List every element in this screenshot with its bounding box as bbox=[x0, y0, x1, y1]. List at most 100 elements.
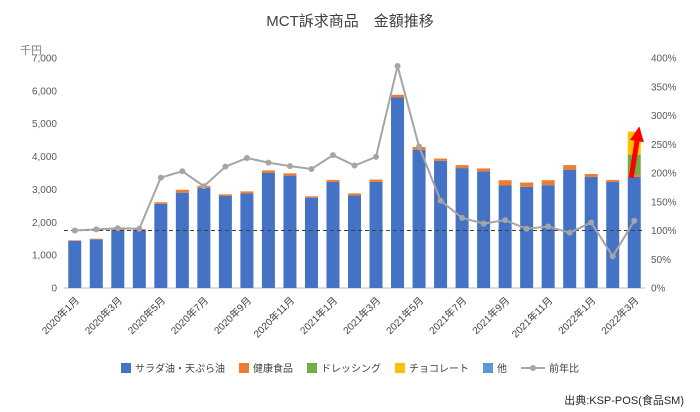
legend-item: 他 bbox=[483, 360, 507, 375]
legend-item: チョコレート bbox=[395, 360, 469, 375]
increase-arrow-annotation bbox=[628, 126, 644, 179]
yoy-marker bbox=[394, 63, 401, 70]
yoy-marker bbox=[222, 163, 229, 170]
y-right-tick-label: 300% bbox=[651, 111, 677, 122]
chart-title: MCT訴求商品 金額推移 bbox=[266, 13, 434, 30]
bar-segment bbox=[197, 187, 211, 288]
bar-segment bbox=[498, 185, 512, 288]
bar-segment bbox=[434, 160, 448, 288]
legend-item: ドレッシング bbox=[307, 360, 381, 375]
legend-swatch bbox=[483, 362, 493, 373]
yoy-marker bbox=[136, 225, 143, 232]
y-right-tick-label: 50% bbox=[651, 255, 671, 266]
y-left-tick-label: 4,000 bbox=[32, 152, 57, 163]
yoy-marker bbox=[416, 143, 423, 150]
y-right-tick-label: 350% bbox=[651, 82, 677, 93]
legend-swatch bbox=[307, 362, 317, 373]
bar-segment bbox=[240, 191, 254, 194]
bar-segment bbox=[627, 176, 641, 288]
bar-segment bbox=[304, 196, 318, 198]
source-note: 出典:KSP-POS(食品SM) bbox=[564, 395, 684, 407]
yoy-marker bbox=[502, 217, 509, 224]
yoy-marker bbox=[373, 153, 380, 160]
y-left-tick-label: 3,000 bbox=[32, 185, 57, 196]
bar-segment bbox=[89, 239, 103, 288]
y-right-tick-label: 250% bbox=[651, 140, 677, 151]
bar-segment bbox=[261, 170, 275, 173]
bar-segment bbox=[68, 240, 82, 242]
yoy-marker bbox=[588, 219, 595, 226]
yoy-marker bbox=[437, 197, 444, 204]
yoy-marker bbox=[157, 174, 164, 181]
y-right-tick-label: 0% bbox=[651, 284, 666, 295]
y-axis-unit-label: 千円 bbox=[20, 45, 42, 57]
bar-segment bbox=[391, 94, 405, 98]
legend-label: サラダ油・天ぷら油 bbox=[135, 364, 225, 375]
bar-segment bbox=[218, 196, 232, 288]
yoy-marker bbox=[459, 214, 466, 221]
bar-segment bbox=[304, 197, 318, 288]
legend-line-marker bbox=[521, 364, 545, 371]
bar-segment bbox=[154, 203, 168, 288]
x-tick-label: 2020年5月 bbox=[125, 294, 168, 337]
bar-segment bbox=[89, 238, 103, 240]
bar-segment bbox=[627, 174, 641, 177]
legend-label: チョコレート bbox=[409, 364, 469, 375]
bar-segment bbox=[175, 192, 189, 288]
bar-segment bbox=[563, 169, 577, 288]
yoy-marker bbox=[523, 225, 530, 232]
bar-segment bbox=[498, 180, 512, 186]
legend-swatch bbox=[239, 362, 249, 373]
bar-segment bbox=[563, 165, 577, 170]
bar-segment bbox=[283, 175, 297, 288]
legend-swatch bbox=[395, 362, 405, 373]
x-tick-label: 2020年11月 bbox=[251, 294, 297, 340]
yoy-marker bbox=[71, 227, 78, 234]
bar-segment bbox=[348, 195, 361, 288]
x-tick-label: 2022年3月 bbox=[598, 294, 641, 337]
yoy-marker bbox=[308, 165, 315, 172]
yoy-marker bbox=[286, 163, 293, 170]
bar-segment bbox=[412, 150, 426, 288]
y-right-tick-label: 150% bbox=[651, 197, 677, 208]
bar-segment bbox=[520, 182, 534, 187]
legend-label: ドレッシング bbox=[321, 364, 381, 375]
yoy-marker bbox=[545, 223, 552, 230]
yoy-marker bbox=[93, 226, 100, 233]
bar-segment bbox=[348, 193, 361, 196]
y-left-tick-label: 6,000 bbox=[32, 86, 57, 97]
bar-segment bbox=[434, 158, 448, 161]
bar-segment bbox=[455, 168, 469, 288]
x-tick-label: 2021年5月 bbox=[383, 294, 426, 337]
bar-segment bbox=[584, 176, 598, 288]
bar-segment bbox=[477, 168, 491, 172]
bar-segment bbox=[369, 181, 383, 288]
yoy-marker bbox=[480, 220, 487, 227]
yoy-marker bbox=[351, 162, 358, 169]
bar-segment bbox=[541, 180, 555, 186]
x-tick-label: 2020年7月 bbox=[168, 294, 211, 337]
bar-segment bbox=[240, 193, 254, 288]
legend-label: 前年比 bbox=[549, 364, 579, 375]
bar-segment bbox=[477, 171, 491, 288]
bar-segment bbox=[326, 179, 340, 182]
x-tick-label: 2021年7月 bbox=[426, 294, 469, 337]
y-right-tick-label: 100% bbox=[651, 226, 677, 237]
y-right-tick-label: 200% bbox=[651, 169, 677, 180]
bar-segment bbox=[175, 189, 189, 193]
y-left-tick-label: 0 bbox=[51, 284, 57, 295]
bar-segment bbox=[283, 173, 297, 176]
legend-label: 他 bbox=[497, 364, 507, 375]
bar-segment bbox=[455, 165, 469, 169]
bar-segment bbox=[520, 186, 534, 288]
legend-item: 前年比 bbox=[521, 360, 579, 375]
x-tick-label: 2020年1月 bbox=[39, 294, 82, 337]
yoy-marker bbox=[243, 155, 250, 162]
y-right-tick-label: 400% bbox=[651, 54, 677, 65]
legend-swatch bbox=[121, 362, 131, 373]
bar-segment bbox=[369, 179, 383, 182]
yoy-marker bbox=[114, 225, 121, 232]
yoy-marker bbox=[265, 159, 272, 166]
